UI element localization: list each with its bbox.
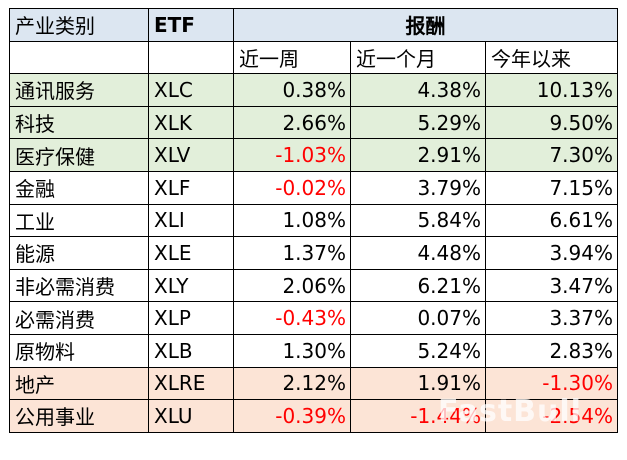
sector-cell: 原物料 bbox=[9, 333, 149, 368]
week-return-cell: 0.38% bbox=[233, 73, 351, 107]
etf-cell: XLK bbox=[148, 105, 234, 140]
table-row: 公用事业 XLU -0.39% -1.44% -2.54% bbox=[9, 399, 618, 433]
ytd-return-cell: 7.30% bbox=[485, 138, 618, 172]
sector-cell: 公用事业 bbox=[9, 399, 149, 433]
ytd-return-cell: -1.30% bbox=[485, 366, 618, 401]
etf-cell: XLP bbox=[148, 301, 234, 335]
etf-cell: XLF bbox=[148, 170, 234, 205]
sector-cell: 必需消费 bbox=[9, 301, 149, 335]
header-sector: 产业类别 bbox=[9, 8, 149, 42]
table-row: 金融 XLF -0.02% 3.79% 7.15% bbox=[9, 170, 618, 205]
sector-cell: 非必需消费 bbox=[9, 268, 149, 303]
ytd-return-cell: 6.61% bbox=[485, 203, 618, 238]
sector-cell: 科技 bbox=[9, 105, 149, 140]
month-return-cell: 5.84% bbox=[350, 203, 486, 238]
sector-cell: 工业 bbox=[9, 203, 149, 238]
sector-etf-returns-table: 产业类别 ETF 报酬 近一周 近一个月 今年以来 通讯服务 XLC 0.38% 4.… bbox=[9, 8, 618, 433]
month-return-cell: 5.24% bbox=[350, 333, 486, 368]
month-return-cell: -1.44% bbox=[350, 399, 486, 433]
subheader-empty bbox=[9, 40, 149, 75]
table-row: 工业 XLI 1.08% 5.84% 6.61% bbox=[9, 203, 618, 238]
month-return-cell: 5.29% bbox=[350, 105, 486, 140]
ytd-return-cell: 3.47% bbox=[485, 268, 618, 303]
table-row: 通讯服务 XLC 0.38% 4.38% 10.13% bbox=[9, 73, 618, 107]
etf-cell: XLI bbox=[148, 203, 234, 238]
month-return-cell: 4.48% bbox=[350, 236, 486, 270]
month-return-cell: 6.21% bbox=[350, 268, 486, 303]
etf-cell: XLU bbox=[148, 399, 234, 433]
header-returns: 报酬 bbox=[233, 8, 618, 42]
month-return-cell: 1.91% bbox=[350, 366, 486, 401]
week-return-cell: 1.08% bbox=[233, 203, 351, 238]
ytd-return-cell: 9.50% bbox=[485, 105, 618, 140]
ytd-return-cell: -2.54% bbox=[485, 399, 618, 433]
sector-cell: 通讯服务 bbox=[9, 73, 149, 107]
week-return-cell: 2.12% bbox=[233, 366, 351, 401]
ytd-return-cell: 7.15% bbox=[485, 170, 618, 205]
header-etf: ETF bbox=[148, 8, 234, 42]
etf-cell: XLRE bbox=[148, 366, 234, 401]
ytd-return-cell: 3.94% bbox=[485, 236, 618, 270]
month-return-cell: 3.79% bbox=[350, 170, 486, 205]
subheader-empty bbox=[148, 40, 234, 75]
etf-cell: XLC bbox=[148, 73, 234, 107]
sector-cell: 金融 bbox=[9, 170, 149, 205]
week-return-cell: 2.66% bbox=[233, 105, 351, 140]
month-return-cell: 0.07% bbox=[350, 301, 486, 335]
subheader-row: 近一周 近一个月 今年以来 bbox=[9, 40, 618, 75]
subheader-ytd: 今年以来 bbox=[485, 40, 618, 75]
week-return-cell: -0.02% bbox=[233, 170, 351, 205]
etf-cell: XLB bbox=[148, 333, 234, 368]
month-return-cell: 4.38% bbox=[350, 73, 486, 107]
table-row: 原物料 XLB 1.30% 5.24% 2.83% bbox=[9, 333, 618, 368]
month-return-cell: 2.91% bbox=[350, 138, 486, 172]
week-return-cell: -0.43% bbox=[233, 301, 351, 335]
table-row: 地产 XLRE 2.12% 1.91% -1.30% bbox=[9, 366, 618, 401]
header-row: 产业类别 ETF 报酬 bbox=[9, 8, 618, 42]
ytd-return-cell: 3.37% bbox=[485, 301, 618, 335]
subheader-month: 近一个月 bbox=[350, 40, 486, 75]
week-return-cell: -0.39% bbox=[233, 399, 351, 433]
subheader-week: 近一周 bbox=[233, 40, 351, 75]
week-return-cell: 2.06% bbox=[233, 268, 351, 303]
table-row: 医疗保健 XLV -1.03% 2.91% 7.30% bbox=[9, 138, 618, 172]
sector-cell: 能源 bbox=[9, 236, 149, 270]
etf-cell: XLV bbox=[148, 138, 234, 172]
week-return-cell: 1.30% bbox=[233, 333, 351, 368]
ytd-return-cell: 2.83% bbox=[485, 333, 618, 368]
etf-cell: XLY bbox=[148, 268, 234, 303]
week-return-cell: 1.37% bbox=[233, 236, 351, 270]
week-return-cell: -1.03% bbox=[233, 138, 351, 172]
table-row: 必需消费 XLP -0.43% 0.07% 3.37% bbox=[9, 301, 618, 335]
table-row: 能源 XLE 1.37% 4.48% 3.94% bbox=[9, 236, 618, 270]
etf-cell: XLE bbox=[148, 236, 234, 270]
sector-cell: 地产 bbox=[9, 366, 149, 401]
ytd-return-cell: 10.13% bbox=[485, 73, 618, 107]
sector-cell: 医疗保健 bbox=[9, 138, 149, 172]
table-row: 非必需消费 XLY 2.06% 6.21% 3.47% bbox=[9, 268, 618, 303]
table-row: 科技 XLK 2.66% 5.29% 9.50% bbox=[9, 105, 618, 140]
